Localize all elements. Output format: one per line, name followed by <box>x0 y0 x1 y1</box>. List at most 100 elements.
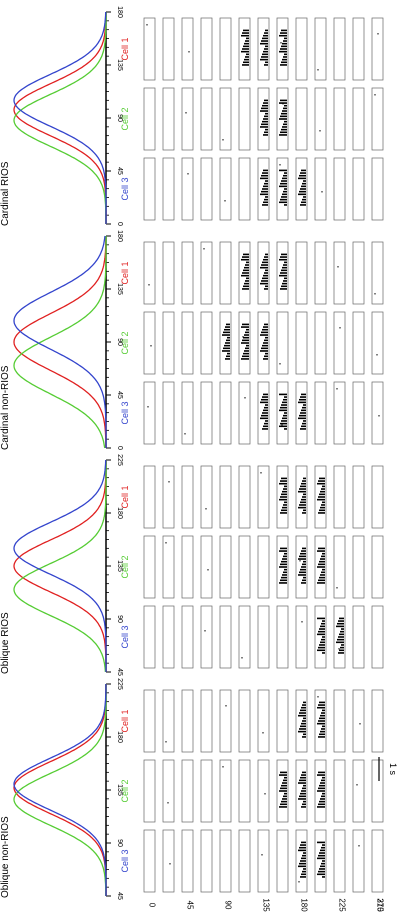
raster-trial-box <box>181 829 194 893</box>
raster-trial-box <box>352 605 365 669</box>
raster-trial-box <box>238 381 251 445</box>
raster-trial-box <box>238 829 251 893</box>
raster-trial-box <box>238 689 251 753</box>
raster-trial-box <box>371 465 384 529</box>
raster-trial-box <box>333 465 346 529</box>
raster-trial-box <box>371 605 384 669</box>
cell-label: Cell 1 <box>120 261 130 284</box>
raster-trial-box <box>143 535 156 599</box>
tuning-tick-label: 135 <box>116 59 123 71</box>
raster-trial-box <box>276 689 289 753</box>
raster-trial-box <box>162 605 175 669</box>
tuning-tick-label: 135 <box>116 283 123 295</box>
panel-title: Oblique non-RIOS <box>0 816 11 898</box>
tuning-tick-label: 90 <box>116 114 123 122</box>
raster-trial-box <box>314 87 327 151</box>
tuning-curve-cell-3 <box>13 235 107 448</box>
raster-trial-box <box>295 17 308 81</box>
tuning-tick-label: 45 <box>116 167 123 175</box>
raster-trial-box <box>295 465 308 529</box>
raster-trial-box <box>181 311 194 375</box>
tuning-curve-cell-2 <box>13 460 107 673</box>
raster-trial-box <box>219 241 232 305</box>
raster-trial-box <box>162 87 175 151</box>
raster-trial-box <box>238 759 251 823</box>
tuning-tick-label: 90 <box>116 615 123 623</box>
raster-trial-box <box>219 689 232 753</box>
raster-trial-box <box>143 17 156 81</box>
tuning-curve-cell-3 <box>13 684 107 896</box>
raster-trial-box <box>181 759 194 823</box>
raster-trial-box <box>200 689 213 753</box>
cell-label: Cell 3 <box>120 177 130 200</box>
cell-label: Cell 1 <box>120 485 130 508</box>
raster-trial-box <box>352 689 365 753</box>
panel: Cardinal non-RIOS 0 45 90 135 180 Cell 1 Cell 2… <box>0 230 384 450</box>
cell-label: Cell 1 <box>120 37 130 60</box>
raster-trial-box <box>333 829 346 893</box>
raster-trial-box <box>276 605 289 669</box>
raster-trial-box <box>200 311 213 375</box>
raster-trial-box <box>200 465 213 529</box>
tuning-curve-cell-1 <box>13 460 107 672</box>
raster-trial-box <box>162 829 175 893</box>
raster-trial-box <box>314 829 327 893</box>
raster-trial-box <box>200 535 213 599</box>
panel: Oblique non-RIOS 45 90 135 180 225 Cell 1 Cell … <box>0 678 384 900</box>
raster-trial-box <box>200 17 213 81</box>
raster-trial-box <box>162 689 175 753</box>
raster-trial-box <box>352 535 365 599</box>
cell-label: Cell 3 <box>120 401 130 424</box>
raster-trial-box <box>143 759 156 823</box>
raster-trial-box <box>200 241 213 305</box>
raster-trial-box <box>314 241 327 305</box>
raster-trial-box <box>143 157 156 221</box>
raster-trial-box <box>371 87 384 151</box>
tuning-curve-cell-2 <box>13 12 107 224</box>
panel: Cardinal RIOS 0 45 90 135 180 Cell 1 Cell 2 Cell… <box>0 6 384 226</box>
tuning-curve-cell-3 <box>13 460 107 672</box>
raster-trial-box <box>238 465 251 529</box>
raster-trial-box <box>257 17 270 81</box>
raster-trial-box <box>295 87 308 151</box>
tuning-tick-label: 90 <box>116 338 123 346</box>
raster-trial-box <box>276 829 289 893</box>
tuning-tick-label: 45 <box>116 391 123 399</box>
cell-label: Cell 2 <box>120 555 130 578</box>
raster-trial-box <box>219 17 232 81</box>
raster-trial-box <box>352 381 365 445</box>
raster-trial-box <box>371 311 384 375</box>
panel-title: Oblique RIOS <box>0 612 11 674</box>
raster-trial-box <box>143 381 156 445</box>
raster-trial-box <box>333 87 346 151</box>
raster-trial-box <box>181 465 194 529</box>
row-angle-label: 135 <box>262 898 271 912</box>
raster-trial-box <box>219 829 232 893</box>
raster-trial-box <box>352 759 365 823</box>
raster-trial-box <box>371 535 384 599</box>
raster-trial-box <box>257 241 270 305</box>
tuning-tick-label: 90 <box>116 839 123 847</box>
raster-trial-box <box>257 759 270 823</box>
raster-trial-box <box>371 381 384 445</box>
tuning-curve-cell-3 <box>13 12 107 224</box>
raster-trial-box <box>352 87 365 151</box>
raster-trial-box <box>314 605 327 669</box>
raster-trial-box <box>371 17 384 81</box>
tuning-tick-label: 180 <box>116 230 123 242</box>
raster-trial-box <box>333 535 346 599</box>
raster-trial-box <box>257 535 270 599</box>
raster-trial-box <box>371 829 384 893</box>
raster-trial-box <box>257 605 270 669</box>
raster-trial-box <box>143 465 156 529</box>
panel-title: Cardinal non-RIOS <box>0 365 11 450</box>
tuning-curve-cell-1 <box>13 684 107 896</box>
raster-trial-box <box>181 241 194 305</box>
tuning-tick-label: 0 <box>116 446 123 450</box>
raster-trial-box <box>257 829 270 893</box>
tuning-curve-cell-2 <box>13 236 107 449</box>
row-angle-label: 90 <box>224 901 233 910</box>
raster-trial-box <box>181 157 194 221</box>
raster-trial-box <box>162 311 175 375</box>
